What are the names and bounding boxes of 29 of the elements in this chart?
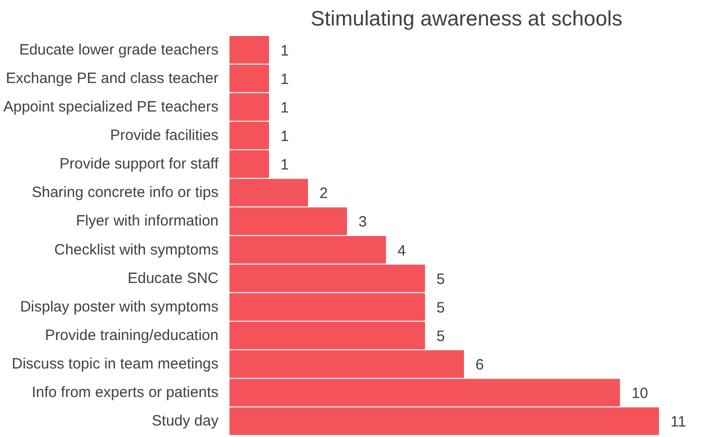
y-tick-label: Exchange PE and class teacher — [6, 70, 219, 87]
y-tick-label: Educate SNC — [128, 270, 219, 287]
y-tick-label: Flyer with information — [76, 212, 219, 230]
y-tick-label: Sharing concrete info or tips — [32, 184, 219, 202]
y-tick-label: Educate lower grade teachers — [19, 41, 219, 58]
y-tick-label: Info from experts or patients — [32, 384, 219, 402]
y-tick-label: Provide facilities — [110, 127, 219, 144]
data-label: 1 — [280, 42, 289, 60]
y-tick-label: Provide training/education — [45, 327, 219, 344]
y-tick-label: Discuss topic in team meetings — [12, 356, 218, 373]
data-label: 5 — [436, 270, 445, 288]
data-label: 1 — [280, 156, 289, 174]
data-label: 2 — [319, 185, 328, 202]
y-tick-label: Checklist with symptoms — [54, 241, 218, 258]
data-label: 4 — [397, 242, 406, 260]
y-tick-label: Appoint specialized PE teachers — [3, 98, 219, 116]
data-label: 6 — [475, 356, 484, 374]
data-label: 1 — [280, 128, 289, 145]
y-tick-label: Provide support for staff — [60, 156, 220, 173]
y-tick-label: Display poster with symptoms — [20, 298, 219, 316]
data-label: 11 — [670, 414, 686, 431]
data-label: 5 — [436, 299, 445, 316]
data-label: 3 — [358, 214, 367, 231]
data-label: 5 — [436, 328, 445, 345]
chart-title: Stimulating awareness at schools — [310, 8, 622, 30]
data-label: 1 — [280, 99, 289, 116]
data-label: 10 — [631, 385, 648, 402]
y-tick-label: Study day — [152, 412, 219, 430]
data-label: 1 — [280, 70, 289, 88]
